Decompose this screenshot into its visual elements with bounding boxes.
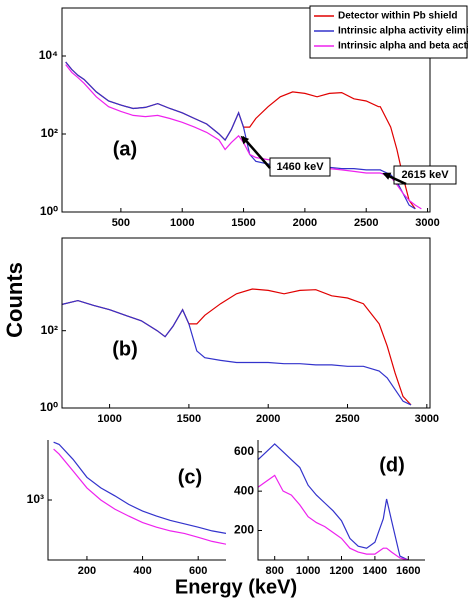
y-tick-label: 10⁴ (39, 48, 58, 62)
x-tick-label: 3000 (415, 413, 439, 425)
axis-lines (257, 440, 425, 561)
plot-area (65, 61, 422, 210)
panel-label: (c) (178, 466, 202, 488)
panel-label: (b) (112, 338, 138, 360)
x-tick-label: 1000 (296, 565, 320, 577)
y-tick-label: 200 (234, 523, 254, 537)
legend-box (309, 5, 468, 59)
y-tick-label: 10⁰ (40, 204, 58, 218)
annotation-arrow (241, 135, 271, 169)
series-line (65, 64, 422, 210)
y-tick-label: 10² (41, 126, 58, 140)
x-tick-label: 200 (78, 565, 96, 577)
legend-label: Intrinsic alpha activity eliminated (338, 26, 468, 37)
plot-area (258, 443, 411, 560)
plot-area (53, 441, 226, 545)
x-tick-label: 1500 (231, 217, 255, 229)
x-tick-label: 1500 (177, 413, 201, 425)
x-tick-label: 1200 (329, 565, 353, 577)
x-tick-label: 1000 (170, 217, 194, 229)
arrow-head (240, 135, 250, 145)
x-tick-label: 1000 (97, 413, 121, 425)
legend-label: Intrinsic alpha and beta activities elim… (338, 41, 468, 52)
panel-label: (a) (113, 138, 137, 160)
annotation-box (393, 165, 457, 185)
series-line (258, 474, 411, 560)
x-tick-label: 1400 (363, 565, 387, 577)
x-tick-label: 500 (112, 217, 130, 229)
plot-frame (61, 7, 431, 213)
x-tick-label: 400 (133, 565, 151, 577)
x-axis-title: Energy (keV) (175, 576, 297, 598)
series-line (258, 443, 411, 560)
x-tick-label: 800 (266, 565, 284, 577)
x-tick-label: 2000 (256, 413, 280, 425)
x-tick-label: 2000 (293, 217, 317, 229)
series-line (53, 441, 226, 534)
y-axis-title: Counts (2, 262, 27, 338)
x-tick-label: 2500 (354, 217, 378, 229)
y-tick-label: 600 (234, 444, 254, 458)
axis-lines (47, 440, 226, 561)
annotation-label: 2615 keV (401, 169, 449, 181)
x-tick-label: 2500 (335, 413, 359, 425)
series-line (62, 299, 412, 406)
legend-label: Detector within Pb shield (338, 11, 457, 22)
x-tick-label: 1600 (396, 565, 420, 577)
arrow-head (382, 172, 392, 180)
series-line (65, 61, 416, 210)
y-tick-label: 400 (234, 483, 254, 497)
annotation-label: 1460 keV (276, 161, 324, 173)
y-tick-label: 10³ (27, 492, 44, 506)
plot-area (62, 288, 412, 406)
y-tick-label: 10² (41, 323, 58, 337)
panel-label: (d) (379, 454, 405, 476)
x-tick-label: 600 (189, 565, 207, 577)
plot-frame (61, 237, 431, 409)
x-tick-label: 3000 (415, 217, 439, 229)
series-line (53, 448, 226, 545)
y-tick-label: 10⁰ (40, 400, 58, 414)
